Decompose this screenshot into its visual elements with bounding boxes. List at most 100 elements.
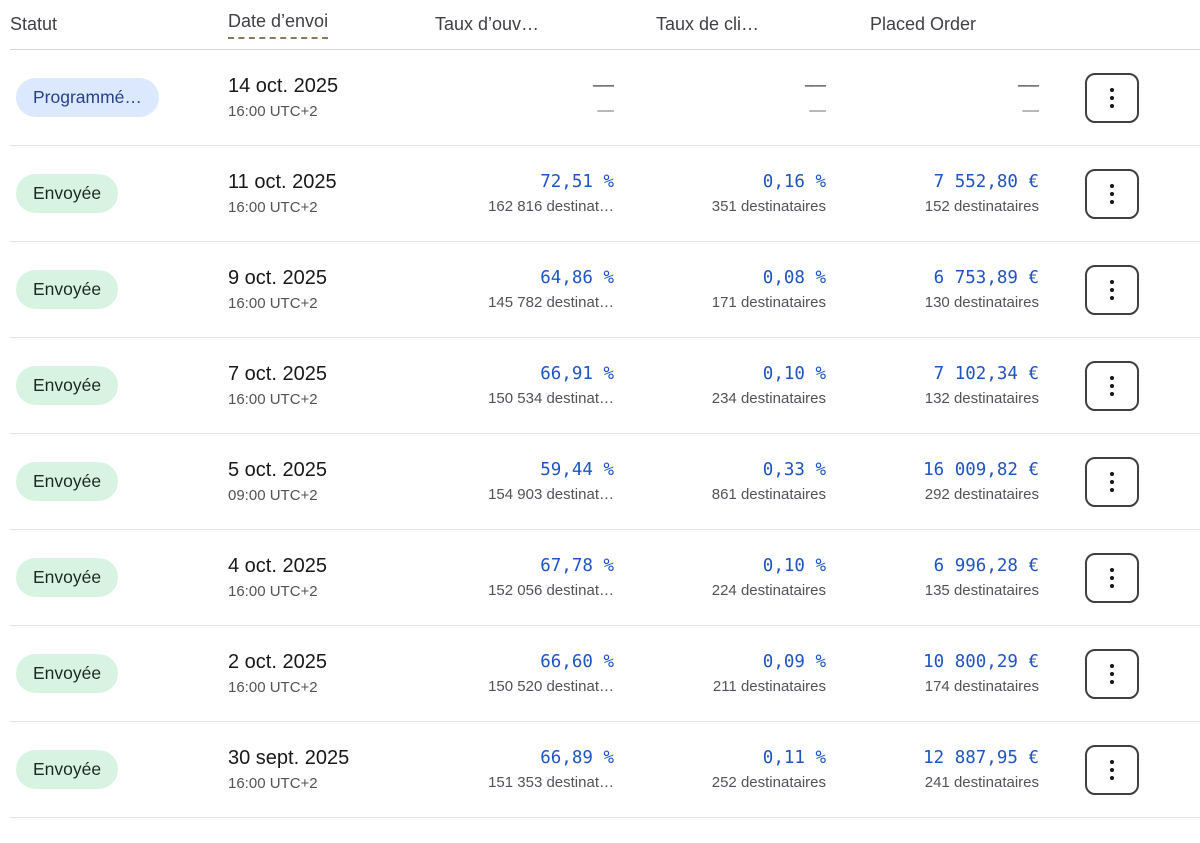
row-actions-button[interactable] (1085, 360, 1139, 411)
send-date: 11 oct. 2025 (228, 171, 337, 193)
column-header-send-date[interactable]: Date d’envoi (220, 11, 425, 39)
send-date: 4 oct. 2025 (228, 555, 327, 577)
kebab-dot (1110, 679, 1114, 684)
open-rate-value: 64,86 % (540, 268, 614, 288)
placed-order-cell: –– –– (832, 76, 1045, 119)
campaigns-table: Statut Date d’envoi Taux d’ouv… Taux de … (10, 0, 1200, 818)
kebab-menu-icon (1110, 663, 1114, 684)
placed-order-recipients: 174 destinataires (924, 678, 1039, 695)
row-actions-button[interactable] (1085, 264, 1139, 315)
kebab-dot (1110, 287, 1114, 292)
click-rate-recipients: 351 destinataires (711, 198, 826, 215)
placed-order-cell: 12 887,95 € 241 destinataires (832, 748, 1045, 791)
row-actions-cell (1085, 744, 1139, 795)
send-date: 14 oct. 2025 (228, 75, 339, 97)
kebab-dot (1110, 295, 1114, 300)
send-date-cell: 14 oct. 2025 16:00 UTC+2 (220, 75, 425, 120)
kebab-menu-icon (1110, 471, 1114, 492)
status-badge: Envoyée (16, 558, 119, 597)
click-rate-value: 0,33 % (762, 460, 826, 480)
send-time: 16:00 UTC+2 (228, 199, 318, 216)
open-rate-cell: 66,89 % 151 353 destinat… (425, 748, 620, 791)
placed-order-value: 12 887,95 € (923, 748, 1039, 768)
table-header: Statut Date d’envoi Taux d’ouv… Taux de … (10, 0, 1200, 50)
send-time: 16:00 UTC+2 (228, 583, 318, 600)
click-rate-recipients: 171 destinataires (711, 294, 826, 311)
click-rate-value: 0,11 % (762, 748, 826, 768)
placed-order-value: 16 009,82 € (923, 460, 1039, 480)
status-badge: Programmé… (16, 78, 159, 117)
open-rate-value: 67,78 % (540, 556, 614, 576)
row-actions-cell (1085, 264, 1139, 315)
placed-order-cell: 6 753,89 € 130 destinataires (832, 268, 1045, 311)
placed-order-value: 10 800,29 € (923, 652, 1039, 672)
sorted-column-label: Date d’envoi (228, 11, 329, 39)
status-badge: Envoyée (16, 462, 119, 501)
kebab-dot (1110, 567, 1114, 572)
open-rate-value: 66,89 % (540, 748, 614, 768)
table-row[interactable]: Envoyée 7 oct. 2025 16:00 UTC+2 66,91 % … (10, 338, 1200, 434)
send-date-cell: 4 oct. 2025 16:00 UTC+2 (220, 555, 425, 600)
placed-order-recipients: 135 destinataires (924, 582, 1039, 599)
kebab-dot (1110, 95, 1114, 100)
send-date: 5 oct. 2025 (228, 459, 327, 481)
row-actions-cell (1085, 456, 1139, 507)
table-body: Programmé… 14 oct. 2025 16:00 UTC+2 –– –… (10, 50, 1200, 818)
placed-order-cell: 7 552,80 € 152 destinataires (832, 172, 1045, 215)
kebab-menu-icon (1110, 759, 1114, 780)
click-rate-recipients: 234 destinataires (711, 390, 826, 407)
open-rate-cell: 67,78 % 152 056 destinat… (425, 556, 620, 599)
row-actions-button[interactable] (1085, 648, 1139, 699)
click-rate-recipients: –– (809, 102, 826, 119)
send-date: 2 oct. 2025 (228, 651, 327, 673)
kebab-dot (1110, 663, 1114, 668)
column-header-placed-order[interactable]: Placed Order (870, 14, 977, 34)
kebab-dot (1110, 471, 1114, 476)
open-rate-recipients: 151 353 destinat… (488, 774, 614, 791)
row-actions-button[interactable] (1085, 744, 1139, 795)
kebab-dot (1110, 183, 1114, 188)
row-actions-button[interactable] (1085, 168, 1139, 219)
open-rate-recipients: 162 816 destinat… (488, 198, 614, 215)
kebab-dot (1110, 103, 1114, 108)
table-row[interactable]: Envoyée 4 oct. 2025 16:00 UTC+2 67,78 % … (10, 530, 1200, 626)
open-rate-value: 59,44 % (540, 460, 614, 480)
kebab-menu-icon (1110, 279, 1114, 300)
row-actions-cell (1085, 72, 1139, 123)
click-rate-cell: 0,16 % 351 destinataires (620, 172, 832, 215)
status-cell: Programmé… (10, 78, 220, 117)
table-row[interactable]: Envoyée 2 oct. 2025 16:00 UTC+2 66,60 % … (10, 626, 1200, 722)
open-rate-cell: 72,51 % 162 816 destinat… (425, 172, 620, 215)
status-cell: Envoyée (10, 366, 220, 405)
column-header-open-rate[interactable]: Taux d’ouv… (435, 14, 540, 34)
send-date-cell: 2 oct. 2025 16:00 UTC+2 (220, 651, 425, 696)
placed-order-cell: 7 102,34 € 132 destinataires (832, 364, 1045, 407)
table-row[interactable]: Envoyée 11 oct. 2025 16:00 UTC+2 72,51 %… (10, 146, 1200, 242)
table-row[interactable]: Envoyée 9 oct. 2025 16:00 UTC+2 64,86 % … (10, 242, 1200, 338)
table-row[interactable]: Envoyée 5 oct. 2025 09:00 UTC+2 59,44 % … (10, 434, 1200, 530)
table-row[interactable]: Envoyée 30 sept. 2025 16:00 UTC+2 66,89 … (10, 722, 1200, 818)
kebab-dot (1110, 191, 1114, 196)
open-rate-value: 72,51 % (540, 172, 614, 192)
status-badge: Envoyée (16, 654, 119, 693)
kebab-dot (1110, 375, 1114, 380)
kebab-dot (1110, 767, 1114, 772)
kebab-dot (1110, 775, 1114, 780)
kebab-menu-icon (1110, 87, 1114, 108)
row-actions-cell (1085, 168, 1139, 219)
click-rate-recipients: 861 destinataires (711, 486, 826, 503)
table-row[interactable]: Programmé… 14 oct. 2025 16:00 UTC+2 –– –… (10, 50, 1200, 146)
row-actions-cell (1085, 552, 1139, 603)
send-time: 16:00 UTC+2 (228, 775, 318, 792)
column-header-click-rate[interactable]: Taux de cli… (656, 14, 760, 34)
open-rate-cell: –– –– (425, 76, 620, 119)
row-actions-button[interactable] (1085, 552, 1139, 603)
click-rate-value: –– (804, 76, 826, 96)
send-date-cell: 5 oct. 2025 09:00 UTC+2 (220, 459, 425, 504)
open-rate-recipients: 152 056 destinat… (488, 582, 614, 599)
row-actions-button[interactable] (1085, 72, 1139, 123)
column-header-status[interactable]: Statut (10, 14, 58, 34)
send-time: 16:00 UTC+2 (228, 679, 318, 696)
status-cell: Envoyée (10, 558, 220, 597)
row-actions-button[interactable] (1085, 456, 1139, 507)
